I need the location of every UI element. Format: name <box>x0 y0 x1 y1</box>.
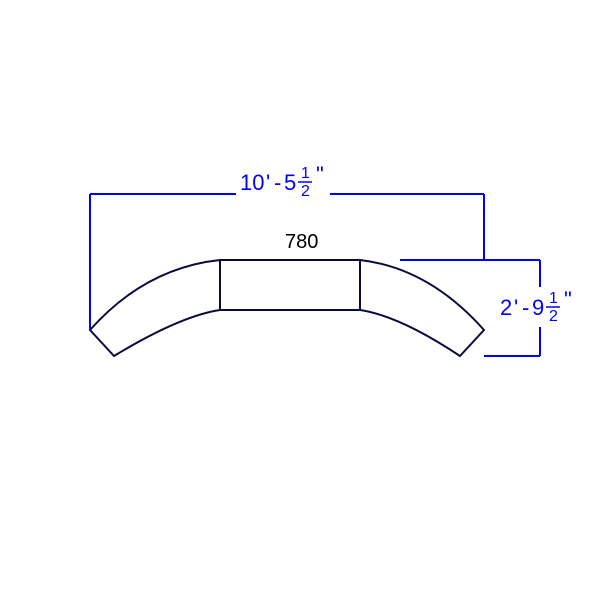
svg-text:1: 1 <box>301 165 310 182</box>
svg-text:1: 1 <box>549 290 558 307</box>
svg-text:-: - <box>274 170 281 195</box>
svg-text:2: 2 <box>500 295 512 320</box>
height-dim-text: 2 ' - 9 1 2 " <box>496 287 578 327</box>
object-outline <box>90 260 484 356</box>
svg-text:": " <box>316 162 324 187</box>
svg-text:2: 2 <box>301 183 310 200</box>
svg-text:2: 2 <box>549 308 558 325</box>
left-wing <box>90 260 220 356</box>
part-label: 780 <box>285 231 318 253</box>
svg-text:': ' <box>266 170 270 195</box>
svg-text:": " <box>564 287 572 312</box>
svg-text:5: 5 <box>284 170 296 195</box>
svg-text:': ' <box>514 295 518 320</box>
right-wing <box>360 260 484 356</box>
width-dim-text: 10 ' - 5 1 2 " <box>236 162 330 202</box>
height-dimension: 2 ' - 9 1 2 " <box>400 260 578 356</box>
svg-text:-: - <box>522 295 529 320</box>
dimension-diagram: 10 ' - 5 1 2 " 2 ' - 9 1 2 " 780 <box>0 0 600 600</box>
svg-text:9: 9 <box>532 295 544 320</box>
svg-text:10: 10 <box>240 170 264 195</box>
center-rect <box>220 260 360 310</box>
